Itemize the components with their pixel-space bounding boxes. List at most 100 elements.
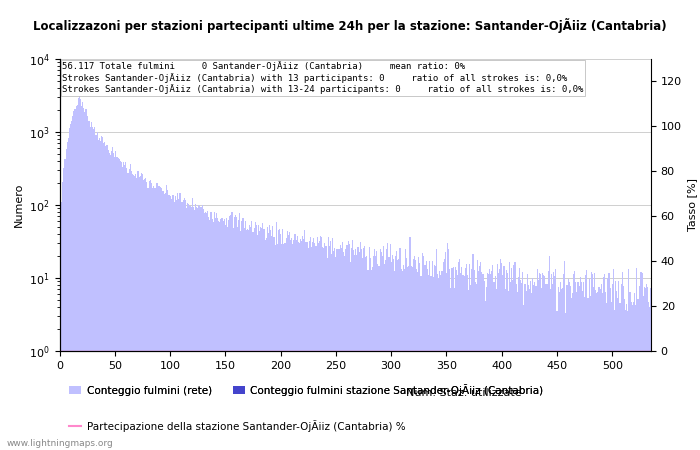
Bar (113, 153, 114, 450)
Bar (178, 198, 179, 450)
Bar (89, 121, 90, 450)
Bar (400, 269, 402, 450)
Partecipazione della stazione Santander-OjÃiiz (Cantabria) % (500, 348, 508, 354)
Bar (60, 232, 61, 450)
Bar (148, 180, 150, 450)
Bar (326, 258, 328, 450)
Y-axis label: Tasso [%]: Tasso [%] (687, 178, 697, 231)
Bar (479, 266, 480, 450)
Bar (241, 221, 242, 450)
Bar (637, 299, 638, 450)
Bar (497, 264, 498, 450)
Bar (310, 237, 311, 450)
Bar (347, 241, 349, 450)
Bar (290, 239, 291, 450)
Bar (520, 280, 521, 450)
Bar (246, 230, 247, 450)
Bar (402, 265, 404, 450)
Partecipazione della stazione Santander-OjÃiiz (Cantabria) % (219, 348, 228, 354)
Bar (110, 155, 111, 450)
Bar (385, 260, 386, 450)
Bar (93, 130, 95, 450)
Bar (570, 297, 572, 450)
Bar (468, 290, 469, 450)
Bar (349, 244, 350, 450)
Bar (414, 256, 415, 450)
Bar (139, 177, 140, 450)
Bar (224, 219, 225, 450)
Bar (304, 230, 305, 450)
Bar (561, 289, 562, 450)
Bar (507, 273, 508, 450)
Bar (119, 159, 120, 450)
Bar (260, 227, 261, 450)
Bar (554, 276, 555, 450)
Bar (91, 122, 92, 450)
Bar (102, 137, 103, 450)
Bar (116, 157, 118, 450)
Bar (510, 282, 511, 450)
Bar (130, 164, 131, 450)
Bar (339, 249, 340, 450)
Bar (123, 162, 124, 450)
Bar (211, 219, 213, 450)
Bar (513, 266, 514, 450)
Bar (204, 213, 205, 450)
Bar (298, 242, 299, 450)
Bar (642, 273, 643, 450)
Bar (509, 261, 510, 450)
Bar (458, 262, 459, 450)
Bar (92, 127, 93, 450)
Bar (321, 237, 322, 450)
Bar (346, 245, 347, 450)
Bar (289, 232, 290, 450)
Bar (141, 173, 142, 450)
Bar (187, 202, 188, 450)
Bar (543, 275, 545, 450)
Bar (395, 256, 396, 450)
Bar (438, 278, 440, 450)
Bar (434, 266, 435, 450)
Bar (362, 258, 363, 450)
Bar (512, 279, 513, 450)
Bar (647, 287, 648, 450)
Text: 56.117 Totale fulmini     0 Santander-OjÃiiz (Cantabria)     mean ratio: 0%
Stro: 56.117 Totale fulmini 0 Santander-OjÃiiz… (62, 62, 584, 94)
Bar (322, 247, 323, 450)
Bar (428, 275, 429, 450)
Bar (226, 218, 227, 450)
Bar (330, 241, 331, 450)
Bar (95, 135, 97, 450)
Text: Num. Staz. utilizzate: Num. Staz. utilizzate (406, 388, 522, 398)
Bar (345, 249, 346, 450)
Bar (198, 205, 200, 450)
Bar (227, 227, 228, 450)
Bar (603, 277, 604, 450)
Bar (531, 293, 532, 450)
Bar (426, 261, 427, 450)
Bar (146, 182, 148, 450)
Bar (634, 293, 635, 450)
Bar (488, 274, 489, 450)
Bar (575, 282, 576, 450)
Bar (129, 169, 130, 450)
Bar (433, 277, 434, 450)
Bar (560, 282, 561, 450)
Bar (274, 244, 276, 450)
Bar (143, 180, 144, 450)
Bar (271, 236, 272, 450)
Bar (164, 194, 165, 450)
Bar (579, 286, 580, 450)
Bar (82, 102, 83, 450)
Bar (375, 256, 377, 450)
Bar (120, 161, 121, 450)
Bar (368, 247, 370, 450)
Bar (155, 188, 156, 450)
Partecipazione della stazione Santander-OjÃiiz (Cantabria) % (515, 348, 524, 354)
Bar (492, 265, 493, 450)
Bar (444, 252, 446, 450)
Bar (623, 286, 624, 450)
Bar (524, 284, 526, 450)
Bar (152, 188, 153, 450)
Partecipazione della stazione Santander-OjÃiiz (Cantabria) % (57, 348, 65, 354)
Bar (344, 256, 345, 450)
